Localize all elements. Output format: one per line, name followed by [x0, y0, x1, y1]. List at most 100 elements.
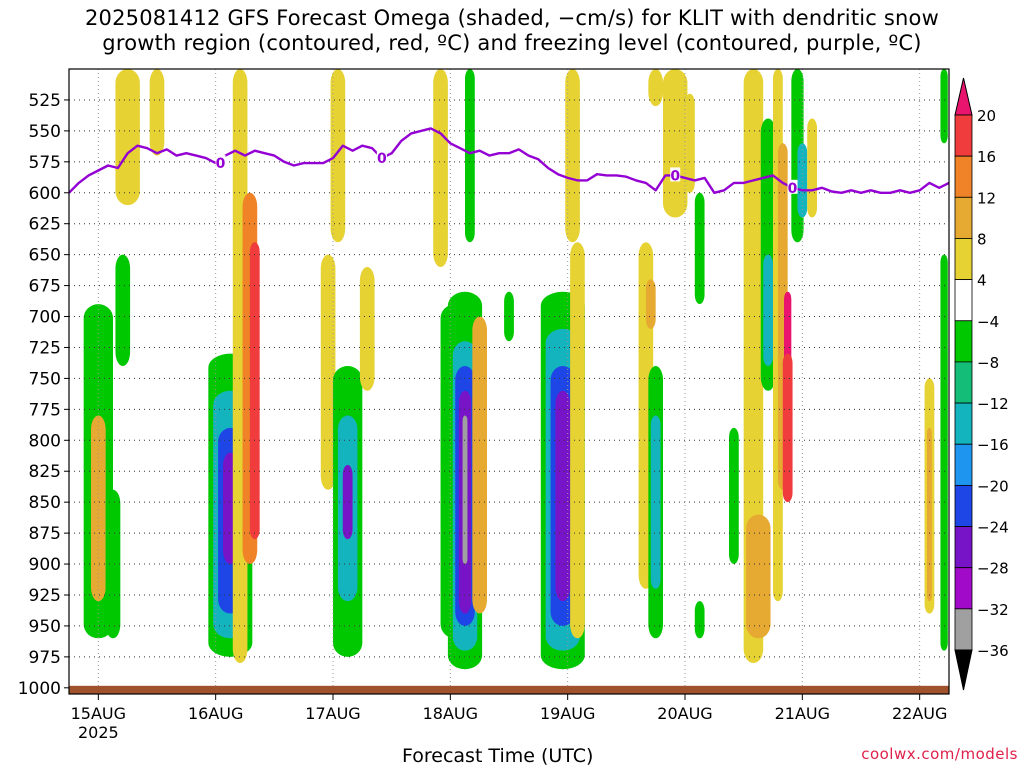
colorbar-label: 8 [977, 230, 987, 248]
colorbar-box [954, 526, 973, 569]
omega-cell [330, 69, 346, 243]
chart-title: 2025081412 GFS Forecast Omega (shaded, −… [0, 6, 1024, 56]
omega-cell [565, 69, 580, 243]
colorbar-box [954, 155, 973, 198]
colorbar-top-arrow [954, 77, 973, 116]
omega-cell [462, 415, 468, 565]
y-tick-label: 650 [29, 246, 61, 266]
ground-surface [69, 685, 949, 694]
y-tick-label: 600 [29, 184, 61, 204]
y-tick-label: 675 [29, 277, 61, 297]
y-tick-label: 800 [29, 431, 61, 451]
omega-cell [433, 69, 448, 268]
omega-cell [797, 143, 808, 218]
omega-cell [645, 279, 656, 329]
y-tick-label: 750 [29, 369, 61, 389]
freezing-level-layer: 0 0 0 0 [69, 127, 949, 197]
colorbar-label: −8 [977, 354, 999, 372]
colorbar-box [954, 402, 973, 445]
grid-layer [69, 69, 949, 694]
y-tick-label: 575 [29, 153, 61, 173]
contour-label-bg [376, 150, 387, 165]
omega-cell [782, 353, 793, 503]
colorbar-box [954, 608, 973, 651]
omega-cell [359, 267, 375, 391]
colorbar-box [954, 279, 973, 322]
omega-cell [807, 118, 817, 218]
omega-cell [940, 69, 948, 144]
colorbar-label: −16 [977, 436, 1009, 454]
omega-cell [249, 242, 260, 540]
colorbar: 20 16 12 8 4 −4 −8 −12 −16 −20 −24 −28 −32 −36 [954, 77, 1009, 691]
y-tick-label: 725 [29, 338, 61, 358]
x-tick-label: 18AUG [423, 704, 478, 723]
omega-cell [115, 69, 140, 206]
y-tick-label: 700 [29, 308, 61, 328]
omega-cell [927, 427, 932, 602]
x-tick-label: 17AUG [305, 704, 360, 723]
colorbar-bottom-arrow [954, 649, 973, 691]
y-tick-label: 975 [29, 648, 61, 668]
omega-cell [650, 415, 661, 589]
omega-cell [694, 601, 705, 639]
omega-cell [570, 242, 585, 639]
x-axis: 15AUG 16AUG 17AUG 18AUG 19AUG 20AUG 21AUG 22AUG… [71, 694, 947, 742]
y-tick-label: 775 [29, 400, 61, 420]
colorbar-box [954, 320, 973, 363]
y-axis: 525 550 575 600 625 650 675 700 725 750 775 800 825 8… [18, 91, 69, 699]
colorbar-label: −20 [977, 477, 1009, 495]
omega-cell [694, 192, 705, 305]
colorbar-label: 20 [977, 107, 996, 125]
x-tick-label: 22AUG [892, 704, 947, 723]
colorbar-label: 12 [977, 189, 996, 207]
omega-cell [555, 390, 571, 602]
omega-cell [149, 69, 165, 156]
omega-cell [91, 415, 106, 602]
omega-cell [320, 254, 336, 490]
y-tick-label: 825 [29, 462, 61, 482]
colorbar-label: −24 [977, 519, 1009, 537]
x-tick-label: 21AUG [775, 704, 830, 723]
colorbar-label: −28 [977, 560, 1009, 578]
y-tick-label: 900 [29, 555, 61, 575]
colorbar-label: −4 [977, 313, 999, 331]
y-tick-label: 525 [29, 91, 61, 111]
colorbar-box [954, 567, 973, 610]
omega-shading-layer [83, 69, 948, 670]
y-tick-label: 875 [29, 524, 61, 544]
title-line-2: growth region (contoured, red, ºC) and f… [102, 31, 922, 55]
omega-cell [763, 254, 773, 367]
colorbar-label: 4 [977, 272, 987, 290]
y-tick-label: 1000 [18, 679, 61, 699]
contour-label: 0 [788, 181, 798, 197]
omega-cell [746, 514, 771, 639]
omega-cell [115, 254, 131, 367]
omega-cell [729, 427, 739, 565]
omega-cell [342, 465, 353, 540]
plot-frame [68, 68, 950, 695]
x-tick-label: 15AUG [71, 704, 126, 723]
colorbar-label: −36 [977, 642, 1009, 660]
omega-cell [105, 489, 121, 639]
x-tick-label: 16AUG [188, 704, 243, 723]
title-line-1: 2025081412 GFS Forecast Omega (shaded, −… [85, 6, 939, 30]
contour-label: 0 [670, 168, 680, 184]
omega-cell [465, 69, 475, 243]
colorbar-label: −12 [977, 395, 1009, 413]
y-tick-label: 925 [29, 586, 61, 606]
omega-cell [648, 69, 663, 107]
y-tick-label: 950 [29, 617, 61, 637]
colorbar-box [954, 484, 973, 527]
contour-label-bg [215, 155, 226, 170]
colorbar-box [954, 238, 973, 281]
colorbar-label: 16 [977, 148, 996, 166]
omega-cell [663, 69, 688, 218]
x-axis-label: Forecast Time (UTC) [402, 745, 594, 767]
contour-label-bg [670, 167, 681, 182]
colorbar-box [954, 443, 973, 486]
y-tick-label: 550 [29, 122, 61, 142]
x-year-label: 2025 [78, 723, 119, 742]
colorbar-box [954, 196, 973, 239]
omega-cell [743, 69, 764, 664]
